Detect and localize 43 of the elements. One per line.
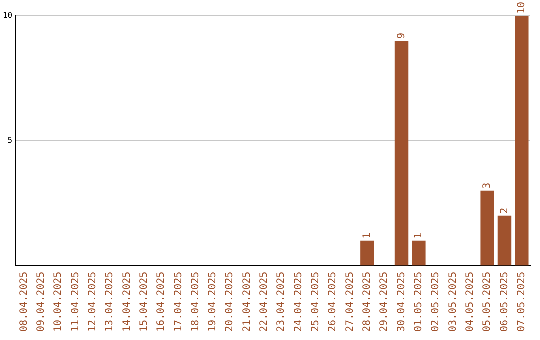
x-tick-label: 24.04.2025: [293, 272, 304, 332]
x-tick-label: 05.05.2025: [482, 272, 494, 332]
x-tick-label: 21.04.2025: [242, 272, 253, 332]
x-tick-label: 23.04.2025: [276, 272, 288, 332]
y-tick-label: 5: [8, 136, 13, 145]
x-tick-label: 20.04.2025: [224, 272, 236, 332]
x-tick-label: 08.04.2025: [18, 272, 30, 332]
bar: [498, 216, 512, 266]
x-tick-label: 27.04.2025: [344, 272, 356, 332]
x-tick-label: 10.04.2025: [53, 272, 64, 332]
x-tick-label: 02.05.2025: [430, 272, 442, 332]
data-label: 2: [499, 208, 510, 214]
x-tick-label: 18.04.2025: [190, 272, 202, 332]
x-tick-label: 26.04.2025: [328, 272, 339, 332]
bar: [412, 240, 426, 266]
bar: [360, 240, 374, 266]
x-tick-label: 15.04.2025: [138, 272, 150, 332]
bar: [515, 16, 529, 266]
data-label: 10: [516, 2, 528, 14]
x-tick-label: 11.04.2025: [70, 272, 82, 332]
x-tick-label: 29.04.2025: [379, 272, 390, 332]
x-tick-label: 28.04.2025: [362, 272, 374, 332]
bar: [394, 40, 409, 266]
x-tick-label: 22.04.2025: [259, 272, 270, 332]
x-tick-label: 14.04.2025: [122, 272, 133, 332]
x-tick-label: 01.05.2025: [414, 272, 425, 332]
data-label: 9: [396, 32, 408, 39]
data-label: 3: [482, 182, 494, 189]
data-label: 1: [362, 232, 374, 239]
data-label: 1: [414, 232, 425, 239]
x-tick-label: 19.04.2025: [208, 272, 219, 332]
x-tick-label: 04.05.2025: [465, 272, 476, 332]
x-tick-label: 30.04.2025: [396, 272, 408, 332]
x-tick-label: 13.04.2025: [104, 272, 116, 332]
x-tick-label: 25.04.2025: [310, 272, 322, 332]
x-tick-label: 07.05.2025: [516, 272, 528, 332]
x-tick-label: 06.05.2025: [499, 272, 510, 332]
x-tick-label: 17.04.2025: [173, 272, 184, 332]
x-tick-label: 09.04.2025: [36, 272, 47, 332]
x-tick-label: 03.05.2025: [448, 272, 459, 332]
x-tick-label: 16.04.2025: [156, 272, 168, 332]
x-tick-label: 12.04.2025: [87, 272, 98, 332]
bar: [480, 190, 494, 266]
